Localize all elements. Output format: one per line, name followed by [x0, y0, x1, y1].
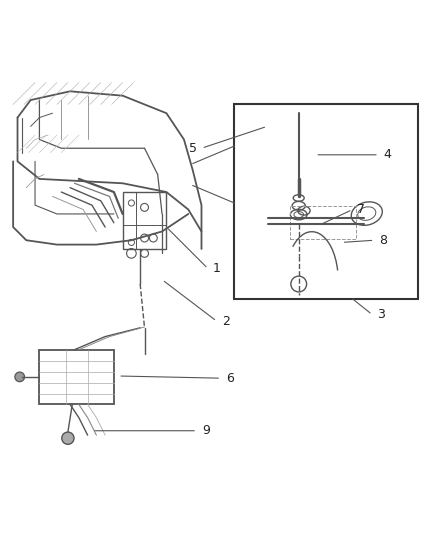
Bar [123, 192, 166, 249]
Text: 2: 2 [222, 315, 230, 328]
Text: 3: 3 [377, 308, 385, 321]
Text: 5: 5 [189, 142, 197, 155]
Text: 1: 1 [213, 262, 221, 275]
Circle shape [15, 372, 25, 382]
Bar [234, 104, 418, 300]
Text: 7: 7 [357, 203, 365, 216]
Text: 8: 8 [379, 233, 387, 247]
Text: 4: 4 [384, 148, 392, 161]
Bar [39, 350, 114, 405]
Circle shape [62, 432, 74, 445]
Text: 6: 6 [226, 372, 234, 385]
Bar [290, 206, 356, 239]
Text: 9: 9 [202, 424, 210, 437]
